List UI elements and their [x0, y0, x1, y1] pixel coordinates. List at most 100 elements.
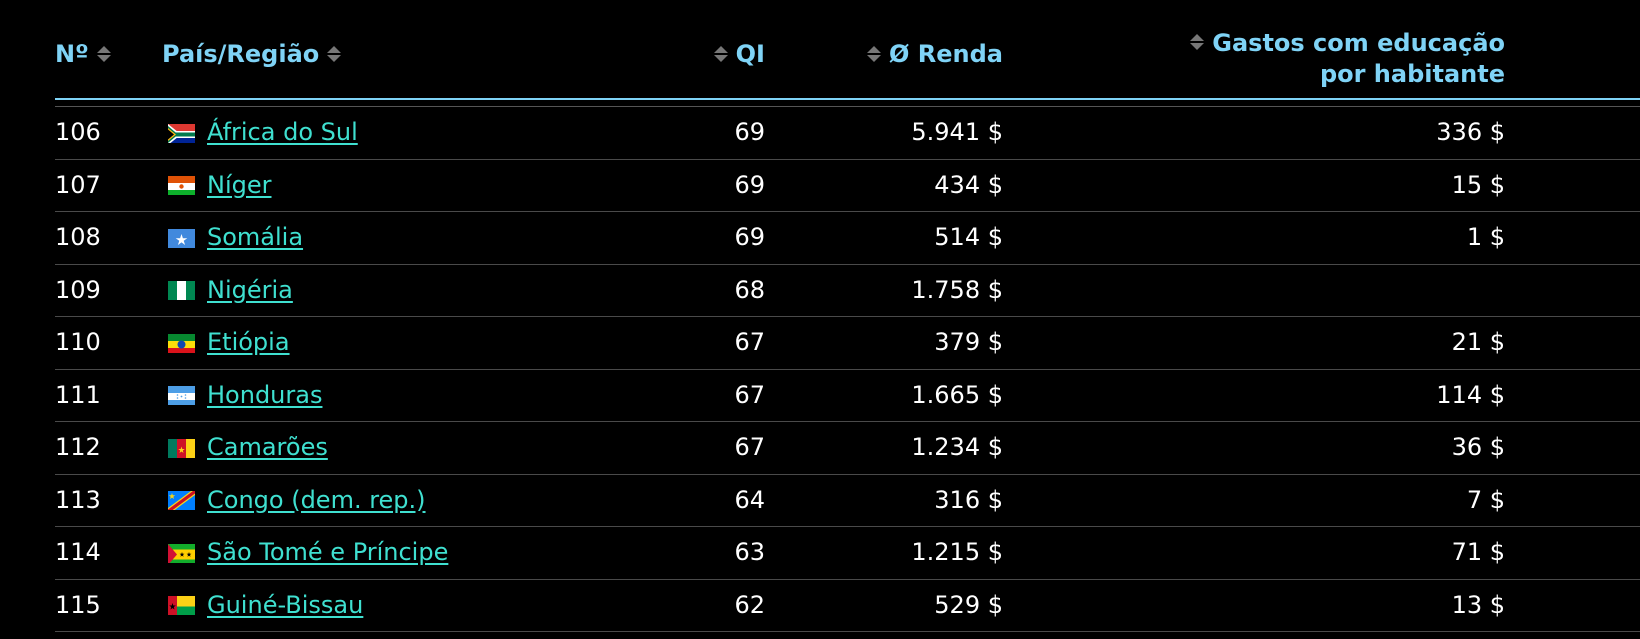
country-cell: Congo (dem. rep.) [168, 485, 426, 515]
table-row: 108 Somália 69 514 $ 1 $ [55, 212, 1640, 265]
table-row: 111 Honduras 67 1.665 $ 114 $ [55, 370, 1640, 422]
education-spending-cell: 114 $ [1436, 380, 1505, 409]
header-iq-label: QI [735, 40, 765, 68]
country-cell: Camarões [168, 432, 328, 462]
education-spending-cell: 15 $ [1451, 170, 1505, 199]
education-spending-cell: 13 $ [1451, 590, 1505, 619]
table-body: 106 África do Sul 69 5.941 $ 336 $ 107 N… [55, 107, 1640, 632]
header-education-spending[interactable]: Gastos com educação por habitante [1190, 28, 1505, 90]
income-cell: 316 $ [934, 485, 1003, 514]
table-row: 110 Etiópia 67 379 $ 21 $ [55, 317, 1640, 370]
country-link[interactable]: Guiné-Bissau [207, 590, 364, 619]
country-link[interactable]: Níger [207, 170, 272, 199]
table-row: 113 Congo (dem. rep.) 64 316 $ 7 $ [55, 475, 1640, 527]
iq-cell: 69 [734, 118, 765, 146]
rank-cell: 108 [55, 223, 101, 251]
country-link[interactable]: São Tomé e Príncipe [207, 538, 449, 566]
income-cell: 434 $ [934, 170, 1003, 199]
header-country[interactable]: País/Região [162, 40, 342, 68]
country-cell: África do Sul [168, 117, 358, 147]
header-income-label: Ø Renda [889, 40, 1003, 68]
table-header: Nº País/Região QI Ø Renda Gastos com edu… [55, 0, 1640, 107]
education-spending-cell: 1 $ [1466, 223, 1505, 251]
income-cell: 5.941 $ [911, 118, 1003, 146]
rank-cell: 110 [55, 328, 101, 356]
table-row: 109 Nigéria 68 1.758 $ [55, 265, 1640, 317]
income-cell: 514 $ [934, 223, 1003, 251]
education-spending-cell: 336 $ [1436, 118, 1505, 146]
header-rank[interactable]: Nº [55, 40, 111, 68]
header-rank-label: Nº [55, 40, 89, 68]
country-cell: Níger [168, 170, 272, 200]
ethiopia-flag-icon [168, 332, 195, 353]
iq-cell: 69 [734, 223, 765, 251]
iq-cell: 67 [734, 433, 765, 461]
rank-cell: 111 [55, 380, 101, 409]
sao-tome-flag-icon [168, 542, 195, 563]
rank-cell: 115 [55, 590, 101, 619]
country-link[interactable]: Camarões [207, 433, 328, 461]
rank-cell: 106 [55, 118, 101, 146]
country-link[interactable]: Nigéria [207, 275, 293, 304]
country-link[interactable]: Somália [207, 223, 304, 251]
sort-icon[interactable] [327, 46, 342, 62]
rank-cell: 114 [55, 538, 101, 566]
table-row: 112 Camarões 67 1.234 $ 36 $ [55, 422, 1640, 475]
country-cell: Guiné-Bissau [168, 590, 363, 620]
iq-cell: 64 [734, 485, 765, 514]
header-income[interactable]: Ø Renda [867, 40, 1003, 68]
table-row: 114 São Tomé e Príncipe 63 1.215 $ 71 $ [55, 527, 1640, 580]
table-row: 107 Níger 69 434 $ 15 $ [55, 160, 1640, 212]
table-row: 115 Guiné-Bissau 62 529 $ 13 $ [55, 580, 1640, 632]
nigeria-flag-icon [168, 279, 195, 300]
header-divider-secondary [55, 106, 1640, 107]
header-iq[interactable]: QI [713, 40, 765, 68]
country-cell: Etiópia [168, 327, 290, 357]
south-africa-flag-icon [168, 122, 195, 143]
income-cell: 1.758 $ [911, 275, 1003, 304]
country-link[interactable]: Congo (dem. rep.) [207, 485, 426, 514]
country-cell: São Tomé e Príncipe [168, 537, 448, 567]
education-spending-cell: 7 $ [1466, 485, 1505, 514]
iq-cell: 68 [734, 275, 765, 304]
country-cell: Somália [168, 222, 303, 252]
sort-icon[interactable] [867, 46, 882, 62]
income-cell: 529 $ [934, 590, 1003, 619]
header-country-label: País/Região [162, 40, 320, 68]
education-spending-cell: 21 $ [1451, 328, 1505, 356]
cameroon-flag-icon [168, 437, 195, 458]
education-spending-cell: 36 $ [1451, 433, 1505, 461]
header-divider [55, 98, 1640, 100]
rank-cell: 109 [55, 275, 101, 304]
income-cell: 1.665 $ [911, 380, 1003, 409]
country-link[interactable]: Etiópia [207, 328, 290, 356]
income-cell: 1.215 $ [911, 538, 1003, 566]
congo-dr-flag-icon [168, 489, 195, 510]
country-link[interactable]: Honduras [207, 380, 323, 409]
iq-cell: 69 [734, 170, 765, 199]
rank-cell: 113 [55, 485, 101, 514]
header-education-line1: Gastos com educação [1212, 29, 1505, 57]
niger-flag-icon [168, 174, 195, 195]
country-cell: Honduras [168, 380, 322, 410]
education-spending-cell: 71 $ [1451, 538, 1505, 566]
country-link[interactable]: África do Sul [207, 118, 358, 146]
iq-cell: 67 [734, 328, 765, 356]
income-cell: 1.234 $ [911, 433, 1003, 461]
header-education-line2: por habitante [1319, 60, 1505, 88]
rank-cell: 107 [55, 170, 101, 199]
iq-ranking-table: Nº País/Região QI Ø Renda Gastos com edu… [55, 0, 1640, 632]
sort-icon[interactable] [1190, 34, 1205, 50]
sort-icon[interactable] [713, 46, 728, 62]
somalia-flag-icon [168, 227, 195, 248]
iq-cell: 62 [734, 590, 765, 619]
sort-icon[interactable] [96, 46, 111, 62]
guinea-bissau-flag-icon [168, 594, 195, 615]
table-row: 106 África do Sul 69 5.941 $ 336 $ [55, 107, 1640, 160]
iq-cell: 67 [734, 380, 765, 409]
header-education-label: Gastos com educação por habitante [1212, 28, 1505, 90]
rank-cell: 112 [55, 433, 101, 461]
iq-cell: 63 [734, 538, 765, 566]
honduras-flag-icon [168, 384, 195, 405]
income-cell: 379 $ [934, 328, 1003, 356]
